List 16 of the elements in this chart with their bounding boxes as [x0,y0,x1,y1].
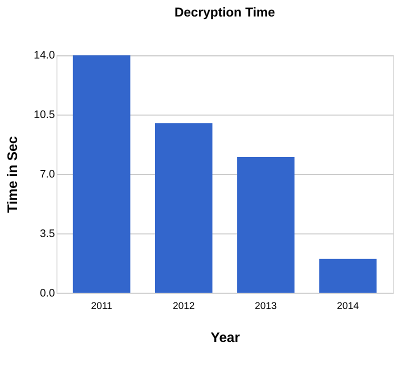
chart-title: Decryption Time [174,4,276,20]
bar [237,157,295,293]
x-tick-label: 2014 [336,301,360,312]
y-tick-label: 0.0 [40,287,55,300]
y-tick-label: 3.5 [40,228,55,240]
y-axis-title: Time in Sec [4,136,20,213]
x-tick-label: 2011 [90,301,113,312]
x-axis-title: Year [210,328,240,345]
y-tick-label: 14.0 [34,50,55,62]
bar [154,123,212,293]
bar [319,258,377,293]
bar [72,55,130,293]
x-tick-label: 2013 [254,301,278,312]
y-tick-label: 10.5 [34,109,55,122]
x-tick-label: 2012 [172,301,195,312]
y-tick-label: 7.0 [40,168,55,180]
